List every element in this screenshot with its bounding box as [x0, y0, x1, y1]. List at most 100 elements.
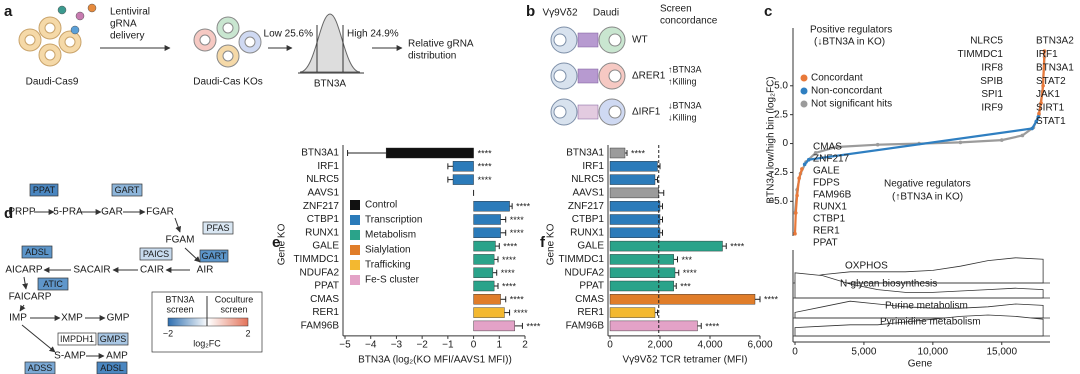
significance: **** — [478, 162, 493, 172]
annotation: (↓BTN3A in KO) — [814, 37, 885, 48]
y-tick-label: AAVS1 — [308, 188, 340, 199]
legend-label: Control — [365, 200, 397, 211]
bar — [452, 174, 474, 185]
gene-label: CTBP1 — [813, 214, 846, 225]
x-tick-label: 10,000 — [918, 347, 949, 358]
target-nucleus — [608, 105, 622, 119]
bar — [609, 307, 656, 318]
legend-label: Concordant — [811, 73, 863, 84]
y-tick-label: GALE — [312, 241, 339, 252]
colorbar-unit: log₂FC — [193, 338, 221, 348]
gene-label: NLRC5 — [970, 36, 1003, 47]
low-gate: Low 25.6% — [264, 29, 314, 40]
y-tick-label: TIMMDC1 — [558, 254, 604, 265]
bar — [609, 161, 658, 172]
legend-label: Non-concordant — [811, 86, 882, 97]
header: Screen — [660, 4, 692, 15]
enzyme: GART — [115, 185, 140, 195]
reaction-arrow — [184, 247, 201, 263]
synapse — [577, 104, 599, 120]
bar — [609, 187, 659, 199]
metabolite: AICARP — [5, 265, 43, 276]
x-tick-label: 0 — [471, 340, 477, 351]
gene-label: GALE — [813, 166, 840, 177]
enzyme-box — [139, 247, 173, 261]
row-item: ↑Killing — [668, 76, 697, 86]
gene-label: IRF9 — [981, 103, 1003, 114]
legend-row: Coculture — [215, 294, 254, 304]
enzyme-box — [21, 245, 53, 259]
bar — [473, 214, 501, 225]
x-tick-label: 2 — [522, 340, 528, 351]
virus — [70, 25, 80, 35]
t-cell-nucleus — [553, 105, 567, 119]
metabolite: SACAIR — [73, 265, 110, 276]
density-ridge — [794, 300, 1044, 319]
x-axis-title: BTN3A (log₂(KO MFI/AAVS1 MFI)) — [358, 355, 512, 366]
panel-label: b — [526, 3, 535, 20]
y-tick-label: GALE — [577, 241, 604, 252]
y-tick-label: IRF1 — [317, 161, 339, 172]
enzyme-box — [29, 183, 59, 197]
reaction-arrow — [21, 324, 56, 353]
legend-label: Sialylation — [365, 245, 411, 256]
significance: **** — [510, 215, 525, 225]
x-tick-label: −2 — [416, 340, 428, 351]
cell-nucleus — [222, 22, 234, 34]
legend-box — [151, 291, 263, 353]
enzyme: PFAS — [206, 223, 229, 233]
colorbar — [167, 317, 249, 327]
t-cell-nucleus — [553, 69, 567, 83]
annotation: (↑BTN3A in KO) — [892, 192, 963, 203]
gene-label: BTN3A1 — [1036, 62, 1074, 73]
legend-swatch — [350, 245, 360, 255]
cell-nucleus — [44, 49, 56, 61]
legend-label: Trafficking — [365, 260, 411, 271]
legend-row: screen — [166, 304, 193, 314]
x-tick-label: −1 — [442, 340, 454, 351]
gene-label: IRF8 — [981, 62, 1003, 73]
x-tick-label: 6,000 — [747, 340, 772, 351]
enzyme: ADSL — [25, 247, 49, 257]
y-tick-label: IRF1 — [582, 161, 604, 172]
ridge-label: Purine metabolism — [885, 301, 968, 312]
y-tick-label: ZNF217 — [303, 201, 340, 212]
output: Relative gRNA — [408, 39, 474, 50]
gene-label: STAT2 — [1036, 76, 1066, 87]
significance: **** — [631, 148, 646, 158]
legend-swatch — [350, 200, 360, 210]
y-tick-label: BTN3A1 — [301, 148, 339, 159]
effector: Vγ9Vδ2 — [542, 8, 577, 19]
legend-label: Not significant hits — [811, 99, 892, 110]
metabolite: IMP — [9, 313, 27, 324]
cell-nucleus — [222, 50, 234, 62]
enzyme: PAICS — [143, 249, 169, 259]
y-tick-label: RUNX1 — [570, 227, 604, 238]
metabolite: FGAR — [146, 207, 174, 218]
legend-swatch — [350, 215, 360, 225]
row-item: ↑BTN3A — [668, 64, 702, 74]
virus — [75, 11, 85, 21]
bar — [473, 320, 515, 332]
bar — [473, 240, 496, 252]
row-item: ↓Killing — [668, 112, 697, 122]
metabolite: FAICARP — [9, 292, 52, 303]
bar — [609, 267, 676, 278]
legend-label: Fe-S cluster — [365, 275, 420, 286]
bar — [473, 227, 501, 239]
gene-label: CMAS — [813, 142, 842, 153]
legend-swatch — [350, 275, 360, 285]
x-tick-label: 15,000 — [986, 347, 1017, 358]
metabolite: PRPP — [8, 207, 36, 218]
y-tick-label: BTN3A1 — [566, 148, 604, 159]
y-tick-label: RER1 — [577, 307, 604, 318]
significance: **** — [683, 268, 698, 278]
enzyme-box — [24, 361, 56, 374]
panel-label: f — [540, 234, 546, 251]
header: concordance — [660, 16, 718, 27]
bar — [609, 200, 661, 212]
histogram-axis: BTN3A — [314, 79, 347, 90]
y-axis-title: Gene KO — [277, 223, 288, 265]
enzyme-box — [57, 332, 97, 346]
bar — [609, 254, 674, 265]
